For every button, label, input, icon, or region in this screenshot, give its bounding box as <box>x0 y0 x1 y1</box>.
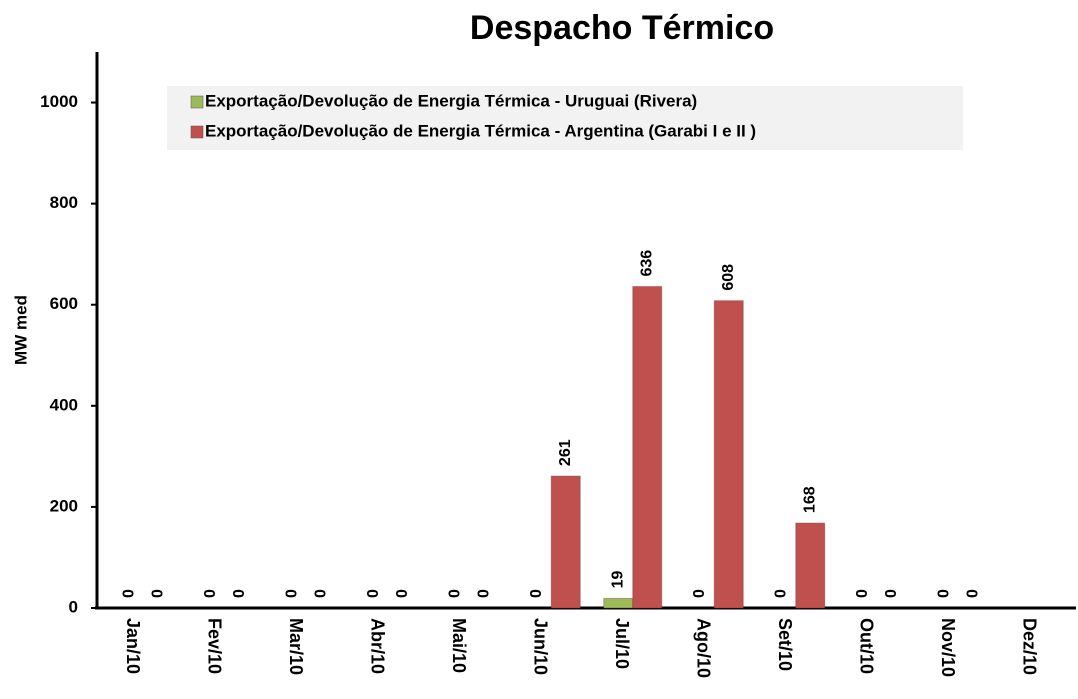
data-label: 0 <box>312 589 329 598</box>
legend-marker <box>190 95 204 109</box>
x-tick-label: Jan/10 <box>123 618 143 674</box>
data-label: 0 <box>475 589 492 598</box>
data-label: 0 <box>691 589 708 598</box>
bar <box>713 300 744 609</box>
bar <box>795 522 826 609</box>
data-label: 0 <box>231 589 248 598</box>
bar <box>550 475 581 609</box>
x-tick-label: Jun/10 <box>531 618 551 675</box>
data-label: 0 <box>528 589 545 598</box>
data-label: 0 <box>149 589 166 598</box>
data-label: 608 <box>720 264 737 291</box>
data-label: 261 <box>557 439 574 466</box>
x-tick-label: Jul/10 <box>612 618 632 669</box>
y-tick-label: 1000 <box>40 92 78 111</box>
bar <box>632 286 663 609</box>
y-tick-label: 400 <box>50 395 78 414</box>
data-label: 0 <box>964 589 981 598</box>
y-tick-label: 600 <box>50 294 78 313</box>
data-label: 0 <box>202 589 219 598</box>
x-tick-label: Nov/10 <box>938 618 958 677</box>
x-tick-label: Abr/10 <box>368 618 388 674</box>
y-tick-label: 800 <box>50 193 78 212</box>
data-label: 0 <box>446 589 463 598</box>
x-tick-label: Mar/10 <box>286 618 306 675</box>
data-label: 0 <box>772 589 789 598</box>
x-tick-label: Ago/10 <box>694 618 714 678</box>
legend-box <box>167 86 963 150</box>
data-label: 0 <box>120 589 137 598</box>
x-tick-label: Dez/10 <box>1020 618 1040 675</box>
data-label: 19 <box>609 570 626 588</box>
y-tick-label: 200 <box>50 496 78 515</box>
data-label: 168 <box>801 486 818 513</box>
data-label: 0 <box>365 589 382 598</box>
x-tick-label: Out/10 <box>857 618 877 674</box>
data-label: 0 <box>854 589 871 598</box>
data-label: 0 <box>935 589 952 598</box>
data-label: 0 <box>883 589 900 598</box>
data-label: 0 <box>283 589 300 598</box>
legend-marker <box>190 125 204 139</box>
y-tick-label: 0 <box>69 597 78 616</box>
data-label: 0 <box>394 589 411 598</box>
y-axis-label: MW med <box>11 295 30 365</box>
x-tick-label: Fev/10 <box>205 618 225 674</box>
x-tick-label: Mai/10 <box>449 618 469 673</box>
bar <box>603 597 634 609</box>
data-label: 636 <box>638 250 655 277</box>
legend-label: Exportação/Devolução de Energia Térmica … <box>205 91 697 110</box>
legend-label: Exportação/Devolução de Energia Térmica … <box>205 121 756 140</box>
x-tick-label: Set/10 <box>775 618 795 671</box>
chart-title: Despacho Térmico <box>470 9 774 47</box>
